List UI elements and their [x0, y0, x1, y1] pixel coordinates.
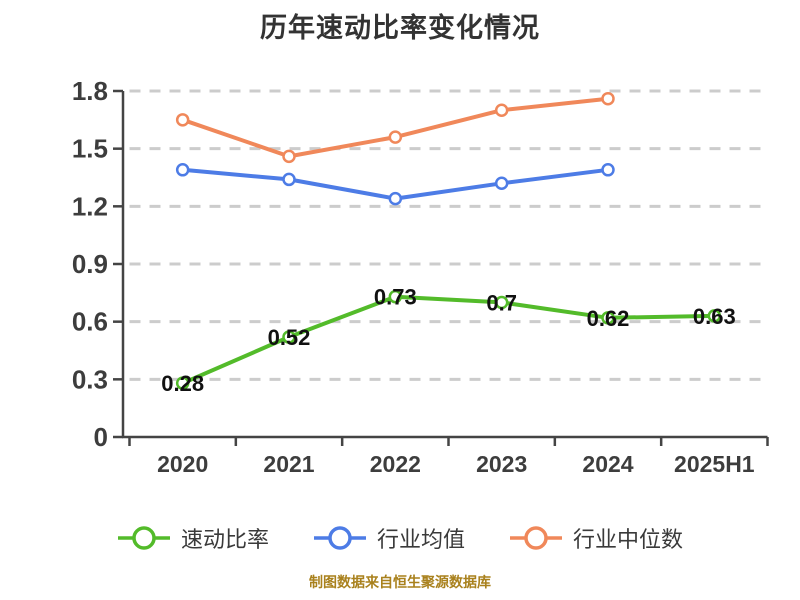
- data-point-0-1[interactable]: [282, 330, 296, 344]
- data-point-label: 0.7: [486, 290, 517, 315]
- data-point-label: 0.73: [374, 285, 417, 310]
- line-point-marker-icon: [117, 526, 170, 550]
- series-line-0: [180, 294, 717, 386]
- data-point-2-4[interactable]: [601, 91, 615, 106]
- data-point-1-2[interactable]: [388, 191, 403, 206]
- data-point-2-3[interactable]: [494, 103, 509, 117]
- data-point-0-0[interactable]: [175, 376, 190, 390]
- x-category-label: 2025H1: [674, 451, 755, 477]
- data-point-2-2[interactable]: [388, 130, 403, 144]
- data-point-label: 0.28: [161, 371, 204, 396]
- x-category-label: 2022: [370, 451, 421, 477]
- y-tick-label: 0: [94, 422, 108, 452]
- legend-item-industry-mean[interactable]: 行业均值: [313, 522, 465, 554]
- legend-label: 行业中位数: [573, 527, 684, 552]
- legend-label: 速动比率: [180, 527, 269, 552]
- data-source-note: 制图数据来自恒生聚源数据库: [309, 574, 491, 590]
- y-tick-label: 1.2: [72, 191, 108, 221]
- data-point-label: 0.52: [268, 325, 311, 350]
- chart-title: 历年速动比率变化情况: [260, 13, 540, 43]
- data-point-1-0[interactable]: [175, 163, 190, 177]
- data-point-0-2[interactable]: [388, 289, 403, 304]
- data-point-label: 0.63: [693, 304, 736, 329]
- y-tick-label: 0.6: [72, 307, 108, 337]
- data-point-0-4[interactable]: [601, 311, 615, 325]
- legend-label: 行业均值: [376, 527, 465, 552]
- x-category-label: 2024: [582, 451, 633, 477]
- y-tick-label: 0.3: [72, 364, 108, 394]
- data-point-1-1[interactable]: [282, 172, 296, 187]
- line-point-marker-icon: [510, 526, 562, 550]
- y-tick-label: 0.9: [72, 249, 108, 279]
- data-point-2-1[interactable]: [282, 149, 296, 164]
- y-tick-label: 1.5: [72, 134, 108, 164]
- legend-item-industry-median[interactable]: 行业中位数: [509, 522, 683, 554]
- data-point-2-0[interactable]: [175, 113, 190, 127]
- x-category-label: 2020: [157, 451, 208, 477]
- y-tick-label: 1.8: [72, 76, 108, 106]
- data-point-0-3[interactable]: [494, 295, 509, 310]
- x-category-label: 2021: [263, 451, 314, 477]
- data-point-label: 0.62: [587, 306, 630, 331]
- data-point-1-4[interactable]: [601, 163, 615, 177]
- legend-item-quick-ratio[interactable]: 速动比率: [117, 522, 269, 554]
- data-point-1-3[interactable]: [494, 176, 509, 191]
- data-point-0-5[interactable]: [707, 309, 722, 323]
- x-category-label: 2023: [476, 451, 527, 477]
- legend: 速动比率 行业均值 行业中位数: [0, 520, 800, 556]
- line-point-marker-icon: [313, 526, 366, 550]
